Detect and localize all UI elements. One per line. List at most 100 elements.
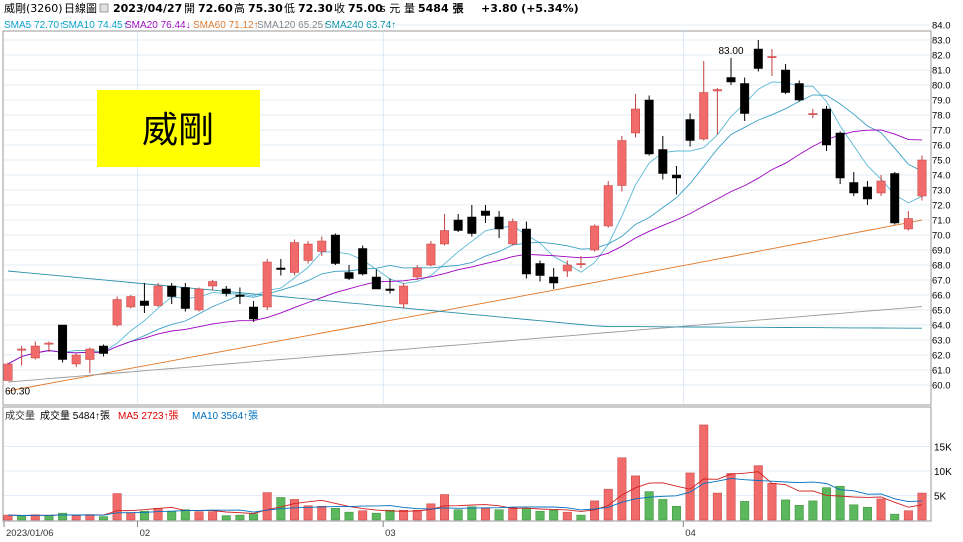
- candle: [126, 295, 136, 309]
- volume-bar: [917, 492, 927, 521]
- volume-bar: [726, 473, 736, 521]
- y-tick-label: 64.0: [932, 321, 951, 332]
- volume-bar: [139, 510, 149, 521]
- candle: [303, 241, 313, 264]
- sma20-line: [7, 129, 923, 365]
- header-bar: 威剛(3260) 日線圖 2023/04/27 開 72.60 高 75.30 …: [4, 1, 579, 15]
- candle: [726, 58, 736, 85]
- candle: [494, 211, 504, 238]
- y-tick-label: 79.0: [932, 96, 951, 107]
- volume-value: 5484 張: [418, 2, 464, 15]
- volume-bar: [903, 510, 913, 521]
- stock-label: 威剛(3260): [4, 2, 63, 15]
- volume-bar: [480, 507, 490, 521]
- candle: [71, 353, 81, 367]
- price-annotations: 60.30 83.00: [5, 46, 744, 398]
- volume-bar: [208, 511, 218, 521]
- candle: [712, 88, 722, 135]
- candle-body: [99, 345, 108, 354]
- candle-body: [781, 69, 791, 93]
- candle-body: [794, 83, 804, 101]
- y-tick-label: 74.0: [932, 171, 951, 182]
- candle-body: [576, 263, 586, 265]
- close-label: 收: [334, 1, 345, 15]
- volume-bar: [399, 509, 409, 521]
- volume-bar: [808, 500, 818, 521]
- candle: [262, 259, 272, 310]
- candle-body: [808, 113, 818, 115]
- volume-bar: [631, 475, 641, 521]
- volume-label: 量: [404, 2, 415, 15]
- title-box-text: 威剛: [142, 110, 214, 151]
- candle-body: [44, 342, 54, 345]
- volume-bar: [167, 510, 177, 521]
- high-value: 75.30: [248, 2, 283, 15]
- ma-legend: SMA5 72.70↑SMA10 74.45↑SMA20 76.44↓ SMA60…: [4, 20, 396, 31]
- candle-body: [344, 272, 354, 279]
- volume-bar: [371, 512, 381, 521]
- candle: [385, 278, 395, 294]
- candle-body: [371, 276, 381, 290]
- candle-body: [644, 99, 654, 155]
- candle: [781, 64, 791, 94]
- candle: [139, 283, 149, 313]
- volume-bar: [344, 511, 354, 521]
- x-tick-label: 02: [140, 528, 151, 539]
- candle: [289, 239, 299, 276]
- candle: [17, 346, 27, 366]
- candle-body: [835, 132, 845, 179]
- candle-body: [3, 363, 13, 381]
- unit-label: s 元: [380, 2, 400, 15]
- candle: [890, 172, 900, 225]
- candle: [822, 106, 831, 151]
- volume-tick-label: 5K: [934, 492, 947, 503]
- y-tick-label: 60.0: [932, 381, 951, 392]
- candle-body: [262, 261, 272, 308]
- volume-bar: [794, 505, 804, 521]
- open-value: 72.60: [198, 2, 233, 15]
- candle-body: [112, 299, 122, 326]
- candle: [208, 280, 218, 291]
- candle: [399, 283, 409, 309]
- price-annotation: 60.30: [5, 387, 30, 398]
- ma-legend-item: SMA5 72.70↑: [4, 20, 64, 31]
- candle: [3, 362, 13, 381]
- sma240-line: [7, 270, 922, 329]
- y-tick-label: 82.0: [932, 51, 951, 62]
- candle-body: [535, 263, 545, 276]
- candle: [562, 260, 572, 277]
- y-tick-label: 83.0: [932, 36, 951, 47]
- candle-body: [494, 216, 504, 230]
- volume-ma-lines: [7, 471, 923, 516]
- period-label: 日線圖: [64, 1, 97, 15]
- y-tick-label: 78.0: [932, 111, 951, 122]
- candle: [835, 131, 845, 184]
- volume-bar: [822, 487, 831, 521]
- period-icon[interactable]: [99, 3, 109, 13]
- volume-bar: [862, 507, 872, 521]
- candle-body: [685, 119, 695, 141]
- y-tick-label: 61.0: [932, 366, 951, 377]
- volume-bar: [235, 514, 245, 521]
- candle-body: [631, 108, 641, 134]
- candle-body: [194, 288, 204, 311]
- candle: [249, 301, 259, 322]
- candle: [535, 260, 545, 282]
- candle: [235, 287, 245, 304]
- x-axis: 2023/01/06 02 03 04: [3, 520, 931, 539]
- low-label: 低: [284, 2, 295, 15]
- candle: [358, 245, 368, 276]
- candle-body: [426, 243, 436, 266]
- candle: [194, 287, 204, 312]
- volume-bar: [330, 507, 340, 521]
- price-panel: [2, 30, 932, 406]
- volume-bar: [781, 499, 791, 521]
- candle-body: [917, 159, 927, 197]
- candle: [521, 221, 531, 279]
- candle: [453, 214, 463, 232]
- candle-body: [235, 294, 245, 297]
- candle-body: [822, 108, 831, 146]
- volume-axis: 15K 10K 5K: [934, 443, 952, 503]
- change-value: +3.80 (+5.34%): [481, 2, 579, 15]
